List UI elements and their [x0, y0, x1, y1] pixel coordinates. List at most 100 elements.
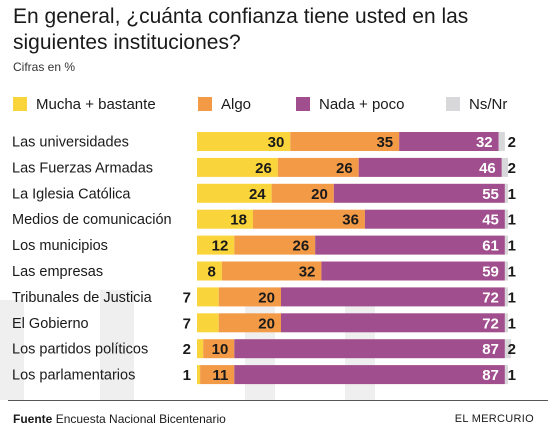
bar-medios-de-comunicacion-ns-nr	[504, 209, 508, 229]
value-label-medios-de-comunicacion-ns-nr: 1	[508, 212, 516, 229]
legend-label-algo: Algo	[221, 95, 252, 113]
value-label-los-partidos-politicos-ns-nr: 2	[508, 341, 516, 358]
bar-las-fuerzas-armadas-mucha-bastante	[197, 157, 278, 177]
source-text: Encuesta Nacional Bicentenario	[55, 412, 226, 426]
value-label-los-partidos-politicos-algo: 10	[212, 341, 229, 358]
value-label-medios-de-comunicacion-nada-poco: 45	[482, 212, 499, 229]
category-label-los-partidos-politicos: Los partidos políticos	[12, 342, 148, 358]
bar-el-gobierno-ns-nr	[504, 313, 508, 333]
bar-los-partidos-politicos-nada-poco	[234, 339, 505, 359]
footer-divider	[8, 400, 548, 401]
bar-la-iglesia-catolica-ns-nr	[504, 183, 508, 203]
bar-los-municipios-nada-poco	[315, 235, 505, 255]
value-label-los-municipios-nada-poco: 61	[482, 238, 499, 255]
category-label-las-universidades: Las universidades	[12, 135, 129, 151]
bar-los-parlamentarios-mucha-bastante	[197, 365, 201, 385]
value-label-las-universidades-algo: 35	[376, 134, 393, 151]
bar-tribunales-de-justicia-algo	[218, 287, 281, 307]
bar-el-gobierno-nada-poco	[280, 313, 505, 333]
value-label-las-universidades-mucha-bastante: 30	[268, 134, 285, 151]
value-label-la-iglesia-catolica-mucha-bastante: 24	[249, 186, 266, 203]
bar-los-partidos-politicos-algo	[203, 339, 235, 359]
value-label-las-empresas-algo: 32	[299, 264, 316, 281]
bar-las-universidades-nada-poco	[399, 132, 499, 151]
source-label: Fuente	[13, 412, 53, 426]
bar-las-fuerzas-armadas-nada-poco	[358, 157, 502, 177]
value-label-las-fuerzas-armadas-algo: 26	[336, 160, 353, 177]
bar-las-universidades-ns-nr	[498, 132, 505, 151]
footer-source: Fuente Encuesta Nacional Bicentenario	[13, 412, 226, 426]
chart-subtitle: Cifras en %	[13, 60, 76, 74]
value-label-los-parlamentarios-algo: 11	[212, 367, 228, 384]
legend-swatch-ns-nr	[446, 97, 460, 111]
value-label-la-iglesia-catolica-ns-nr: 1	[508, 186, 516, 203]
bar-los-municipios-mucha-bastante	[197, 235, 235, 255]
value-label-las-fuerzas-armadas-ns-nr: 2	[508, 160, 516, 177]
value-label-los-municipios-algo: 26	[292, 238, 309, 255]
bar-las-fuerzas-armadas-ns-nr	[501, 157, 508, 177]
bar-la-iglesia-catolica-mucha-bastante	[197, 183, 272, 203]
bar-los-parlamentarios-nada-poco	[234, 365, 505, 385]
chart-title: En general, ¿cuánta confianza tiene uste…	[13, 5, 469, 54]
brand-logo-text: EL MERCURIO	[454, 413, 534, 425]
stacked-bar-chart: Las universidades 30 35 32 2 Las Fuerzas Arma…	[12, 132, 516, 385]
bar-tribunales-de-justicia-ns-nr	[504, 287, 508, 307]
bar-los-municipios-algo	[234, 235, 316, 255]
legend-item-ns-nr: Ns/Nr	[446, 93, 507, 115]
bar-los-parlamentarios-algo	[200, 365, 235, 385]
category-label-medios-de-comunicacion: Medios de comunicación	[12, 212, 172, 228]
value-label-las-empresas-mucha-bastante: 8	[208, 264, 216, 281]
value-label-los-parlamentarios-nada-poco: 87	[482, 367, 499, 384]
value-label-el-gobierno-mucha-bastante: 7	[183, 315, 191, 332]
value-label-los-partidos-politicos-mucha-bastante: 2	[183, 341, 191, 358]
value-label-el-gobierno-nada-poco: 72	[482, 315, 499, 332]
bar-medios-de-comunicacion-algo	[252, 209, 365, 229]
value-label-la-iglesia-catolica-nada-poco: 55	[482, 186, 499, 203]
bar-las-universidades-algo	[290, 132, 400, 151]
category-label-la-iglesia-catolica: La Iglesia Católica	[12, 186, 131, 202]
legend-item-mucha-bastante: Mucha + bastante	[13, 93, 156, 115]
category-label-los-parlamentarios: Los parlamentarios	[12, 368, 135, 384]
bar-los-partidos-politicos-ns-nr	[504, 339, 512, 359]
legend-swatch-algo	[198, 97, 212, 111]
value-label-el-gobierno-ns-nr: 1	[508, 315, 516, 332]
legend-item-algo: Algo	[198, 93, 251, 115]
bar-las-empresas-nada-poco	[321, 261, 505, 281]
legend-label-nada-poco: Nada + poco	[319, 95, 405, 113]
category-label-tribunales-de-justicia: Tribunales de Justicia	[12, 290, 153, 306]
value-label-los-parlamentarios-ns-nr: 1	[508, 367, 516, 384]
bar-las-empresas-mucha-bastante	[197, 261, 222, 281]
value-label-las-universidades-nada-poco: 32	[476, 134, 493, 151]
value-label-los-municipios-mucha-bastante: 12	[212, 238, 229, 255]
bar-medios-de-comunicacion-nada-poco	[364, 209, 505, 229]
legend-label-mucha-bastante: Mucha + bastante	[36, 95, 156, 113]
value-label-tribunales-de-justicia-mucha-bastante: 7	[183, 289, 191, 306]
bar-tribunales-de-justicia-mucha-bastante	[197, 287, 219, 307]
value-label-los-parlamentarios-mucha-bastante: 1	[183, 367, 191, 384]
legend-swatch-mucha-bastante	[13, 97, 27, 111]
bar-la-iglesia-catolica-nada-poco	[333, 183, 505, 203]
value-label-los-municipios-ns-nr: 1	[508, 238, 516, 255]
category-label-las-empresas: Las empresas	[12, 264, 103, 280]
bar-las-universidades-mucha-bastante	[197, 132, 291, 151]
category-label-las-fuerzas-armadas: Las Fuerzas Armadas	[12, 160, 153, 176]
value-label-las-universidades-ns-nr: 2	[508, 134, 516, 151]
bar-medios-de-comunicacion-mucha-bastante	[197, 209, 253, 229]
legend-label-ns-nr: Ns/Nr	[469, 95, 508, 113]
value-label-las-empresas-nada-poco: 59	[482, 264, 499, 281]
bar-el-gobierno-mucha-bastante	[197, 313, 219, 333]
bar-los-parlamentarios-ns-nr	[504, 365, 508, 385]
bar-las-empresas-ns-nr	[504, 261, 508, 281]
bar-los-partidos-politicos-mucha-bastante	[197, 339, 204, 359]
value-label-el-gobierno-algo: 20	[258, 315, 275, 332]
category-label-los-municipios: Los municipios	[12, 238, 108, 254]
legend-swatch-nada-poco	[296, 97, 310, 111]
bar-el-gobierno-algo	[218, 313, 281, 333]
value-label-tribunales-de-justicia-ns-nr: 1	[508, 289, 516, 306]
value-label-medios-de-comunicacion-algo: 36	[342, 212, 359, 229]
value-label-tribunales-de-justicia-algo: 20	[258, 289, 275, 306]
legend: Mucha + bastante Algo Nada + poco Ns/Nr	[13, 93, 543, 115]
bar-tribunales-de-justicia-nada-poco	[280, 287, 505, 307]
value-label-las-empresas-ns-nr: 1	[508, 264, 516, 281]
value-label-los-partidos-politicos-nada-poco: 87	[482, 341, 499, 358]
